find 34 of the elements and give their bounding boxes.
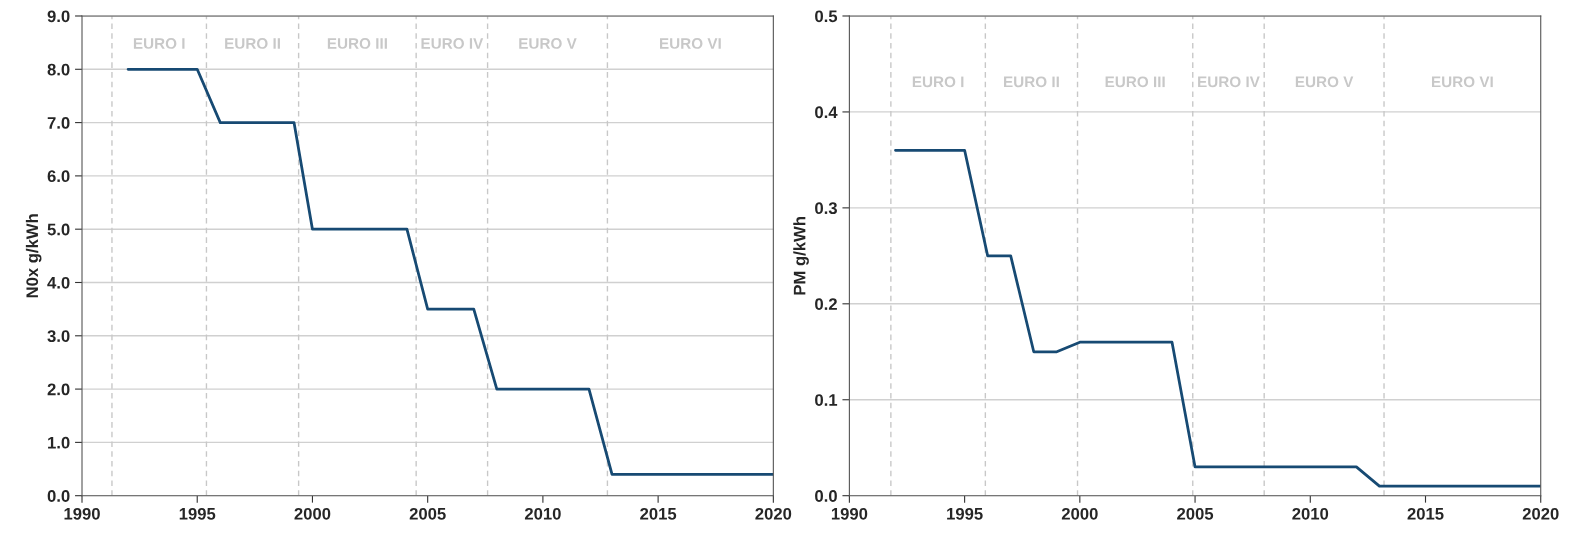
- y-tick-label: 0.5: [815, 10, 838, 23]
- y-tick-label: 1.0: [48, 436, 70, 449]
- y-tick-label: 0.4: [815, 106, 838, 119]
- y-tick-label: 2.0: [47, 383, 70, 396]
- y-tick-label: 4.0: [47, 276, 70, 289]
- x-tick-label: 2020: [755, 507, 792, 520]
- y-tick-label: 3.0: [47, 330, 70, 343]
- y-axis-title: N0x g/kWh: [25, 214, 42, 298]
- x-tick-label: 1995: [947, 507, 983, 520]
- x-tick-label: 1990: [64, 507, 100, 520]
- x-tick-label: 2010: [524, 507, 561, 520]
- x-tick-label: 1990: [831, 507, 868, 520]
- x-tick-label: 2010: [1292, 507, 1329, 520]
- y-tick-label: 6.0: [47, 170, 70, 183]
- y-tick-label: 0.2: [815, 298, 837, 311]
- x-tick-label: 2015: [640, 507, 677, 520]
- y-tick-label: 0.3: [815, 202, 837, 215]
- x-tick-label: 2000: [294, 507, 331, 520]
- y-tick-label: 5.0: [47, 223, 70, 236]
- y-tick-label: 8.0: [47, 63, 70, 76]
- y-tick-label: 9.0: [47, 10, 70, 23]
- y-tick-label: 0.0: [47, 490, 70, 502]
- x-tick-label: 2005: [1177, 507, 1214, 520]
- x-tick-label: 2000: [1061, 507, 1098, 520]
- y-tick-label: 7.0: [47, 116, 70, 129]
- y-tick-label: 0.0: [815, 490, 837, 502]
- y-tick-label: 0.1: [815, 394, 838, 406]
- x-tick-label: 2020: [1522, 507, 1559, 520]
- y-axis-title: PM g/kWh: [793, 217, 809, 295]
- x-tick-label: 2015: [1407, 507, 1444, 520]
- x-tick-label: 1995: [179, 507, 216, 520]
- line-series: [894, 148, 1541, 488]
- line-series: [126, 67, 774, 476]
- x-tick-label: 2005: [409, 507, 446, 520]
